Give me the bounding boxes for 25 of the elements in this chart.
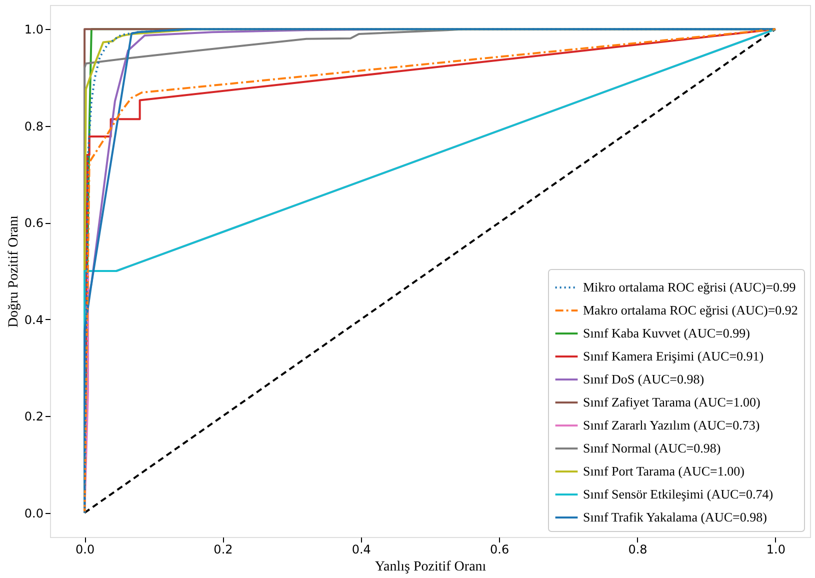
legend-label: Sınıf Trafik Yakalama (AUC=0.98) (583, 510, 767, 524)
legend-label: Makro ortalama ROC eğrisi (AUC)=0.92 (583, 302, 798, 318)
y-tick-label: 0.6 (24, 216, 44, 230)
y-tick-label: 1.0 (24, 22, 44, 37)
x-tick-label: 0.6 (490, 542, 510, 556)
y-tick-label: 0.0 (24, 506, 44, 520)
x-tick-label: 0.2 (214, 542, 233, 556)
legend-label: Mikro ortalama ROC eğrisi (AUC)=0.99 (583, 280, 796, 294)
legend-label: Sınıf Port Tarama (AUC=1.00) (583, 464, 744, 478)
x-tick-label: 0.4 (352, 542, 371, 556)
y-tick-label: 0.4 (24, 312, 44, 327)
y-tick-label: 0.2 (24, 410, 44, 424)
legend-label: Sınıf Kaba Kuvvet (AUC=0.99) (583, 326, 750, 340)
legend-label: Sınıf Sensör Etkileşimi (AUC=0.74) (583, 486, 774, 502)
x-tick-label: 0.0 (76, 542, 95, 556)
legend-label: Sınıf Kamera Erişimi (AUC=0.91) (583, 348, 764, 364)
y-axis-title: Doğru Pozitif Oranı (6, 215, 22, 328)
legend-label: Sınıf Zararlı Yazılım (AUC=0.73) (583, 418, 760, 432)
x-axis-title: Yanlış Pozitif Oranı (374, 560, 486, 574)
legend-label: Sınıf DoS (AUC=0.98) (583, 372, 704, 386)
y-tick-label: 0.8 (24, 119, 44, 134)
legend-label: Sınıf Normal (AUC=0.98) (583, 440, 721, 456)
legend-label: Sınıf Zafiyet Tarama (AUC=1.00) (583, 394, 760, 410)
x-tick-label: 1.0 (766, 542, 786, 556)
x-tick-label: 0.8 (628, 542, 648, 556)
